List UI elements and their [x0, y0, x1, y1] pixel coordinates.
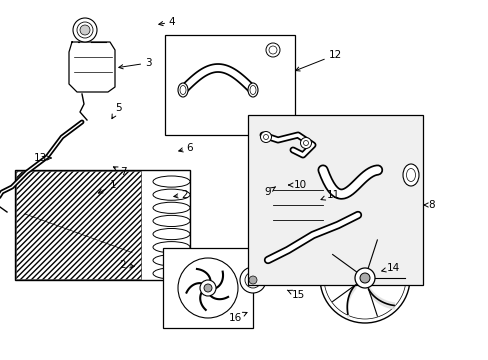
Circle shape: [178, 258, 238, 318]
Circle shape: [265, 43, 280, 57]
Text: 13: 13: [33, 153, 51, 163]
Polygon shape: [69, 42, 115, 92]
Circle shape: [73, 18, 97, 42]
Text: 2: 2: [120, 260, 134, 270]
Text: 2: 2: [173, 190, 188, 200]
Circle shape: [240, 267, 265, 293]
Text: 12: 12: [295, 50, 341, 71]
Ellipse shape: [153, 268, 190, 279]
Ellipse shape: [153, 215, 190, 226]
Circle shape: [303, 140, 308, 145]
Ellipse shape: [402, 164, 418, 186]
Ellipse shape: [153, 202, 190, 213]
Circle shape: [319, 233, 409, 323]
Bar: [247, 115, 422, 285]
Text: 10: 10: [288, 180, 306, 190]
Circle shape: [244, 272, 261, 288]
Circle shape: [248, 276, 257, 284]
Circle shape: [268, 46, 276, 54]
Ellipse shape: [249, 85, 256, 94]
Text: 1: 1: [98, 180, 116, 193]
Ellipse shape: [180, 85, 185, 94]
Ellipse shape: [178, 83, 187, 97]
Circle shape: [77, 22, 93, 38]
Text: 11: 11: [320, 190, 339, 200]
Circle shape: [324, 237, 405, 319]
Circle shape: [354, 268, 374, 288]
Bar: [164, 35, 294, 135]
Circle shape: [200, 280, 216, 296]
Circle shape: [203, 284, 212, 292]
Circle shape: [359, 273, 369, 283]
Ellipse shape: [153, 242, 190, 253]
Text: 16: 16: [228, 312, 246, 323]
Ellipse shape: [153, 189, 190, 200]
Circle shape: [300, 138, 311, 148]
Circle shape: [260, 131, 271, 143]
Ellipse shape: [247, 83, 258, 97]
Bar: [16, 171, 141, 279]
Circle shape: [263, 135, 268, 139]
Text: 14: 14: [381, 263, 399, 273]
Ellipse shape: [406, 168, 415, 181]
Text: 7: 7: [113, 167, 126, 177]
Bar: [15, 170, 190, 280]
Ellipse shape: [153, 176, 190, 187]
Bar: [163, 248, 252, 328]
Circle shape: [80, 25, 90, 35]
Text: 4: 4: [159, 17, 175, 27]
Ellipse shape: [153, 229, 190, 240]
Text: 15: 15: [287, 290, 304, 300]
Ellipse shape: [153, 255, 190, 266]
Text: 8: 8: [423, 200, 434, 210]
Text: 6: 6: [179, 143, 193, 153]
Text: 9: 9: [264, 187, 275, 197]
Text: 3: 3: [119, 58, 151, 69]
Text: 5: 5: [112, 103, 121, 119]
